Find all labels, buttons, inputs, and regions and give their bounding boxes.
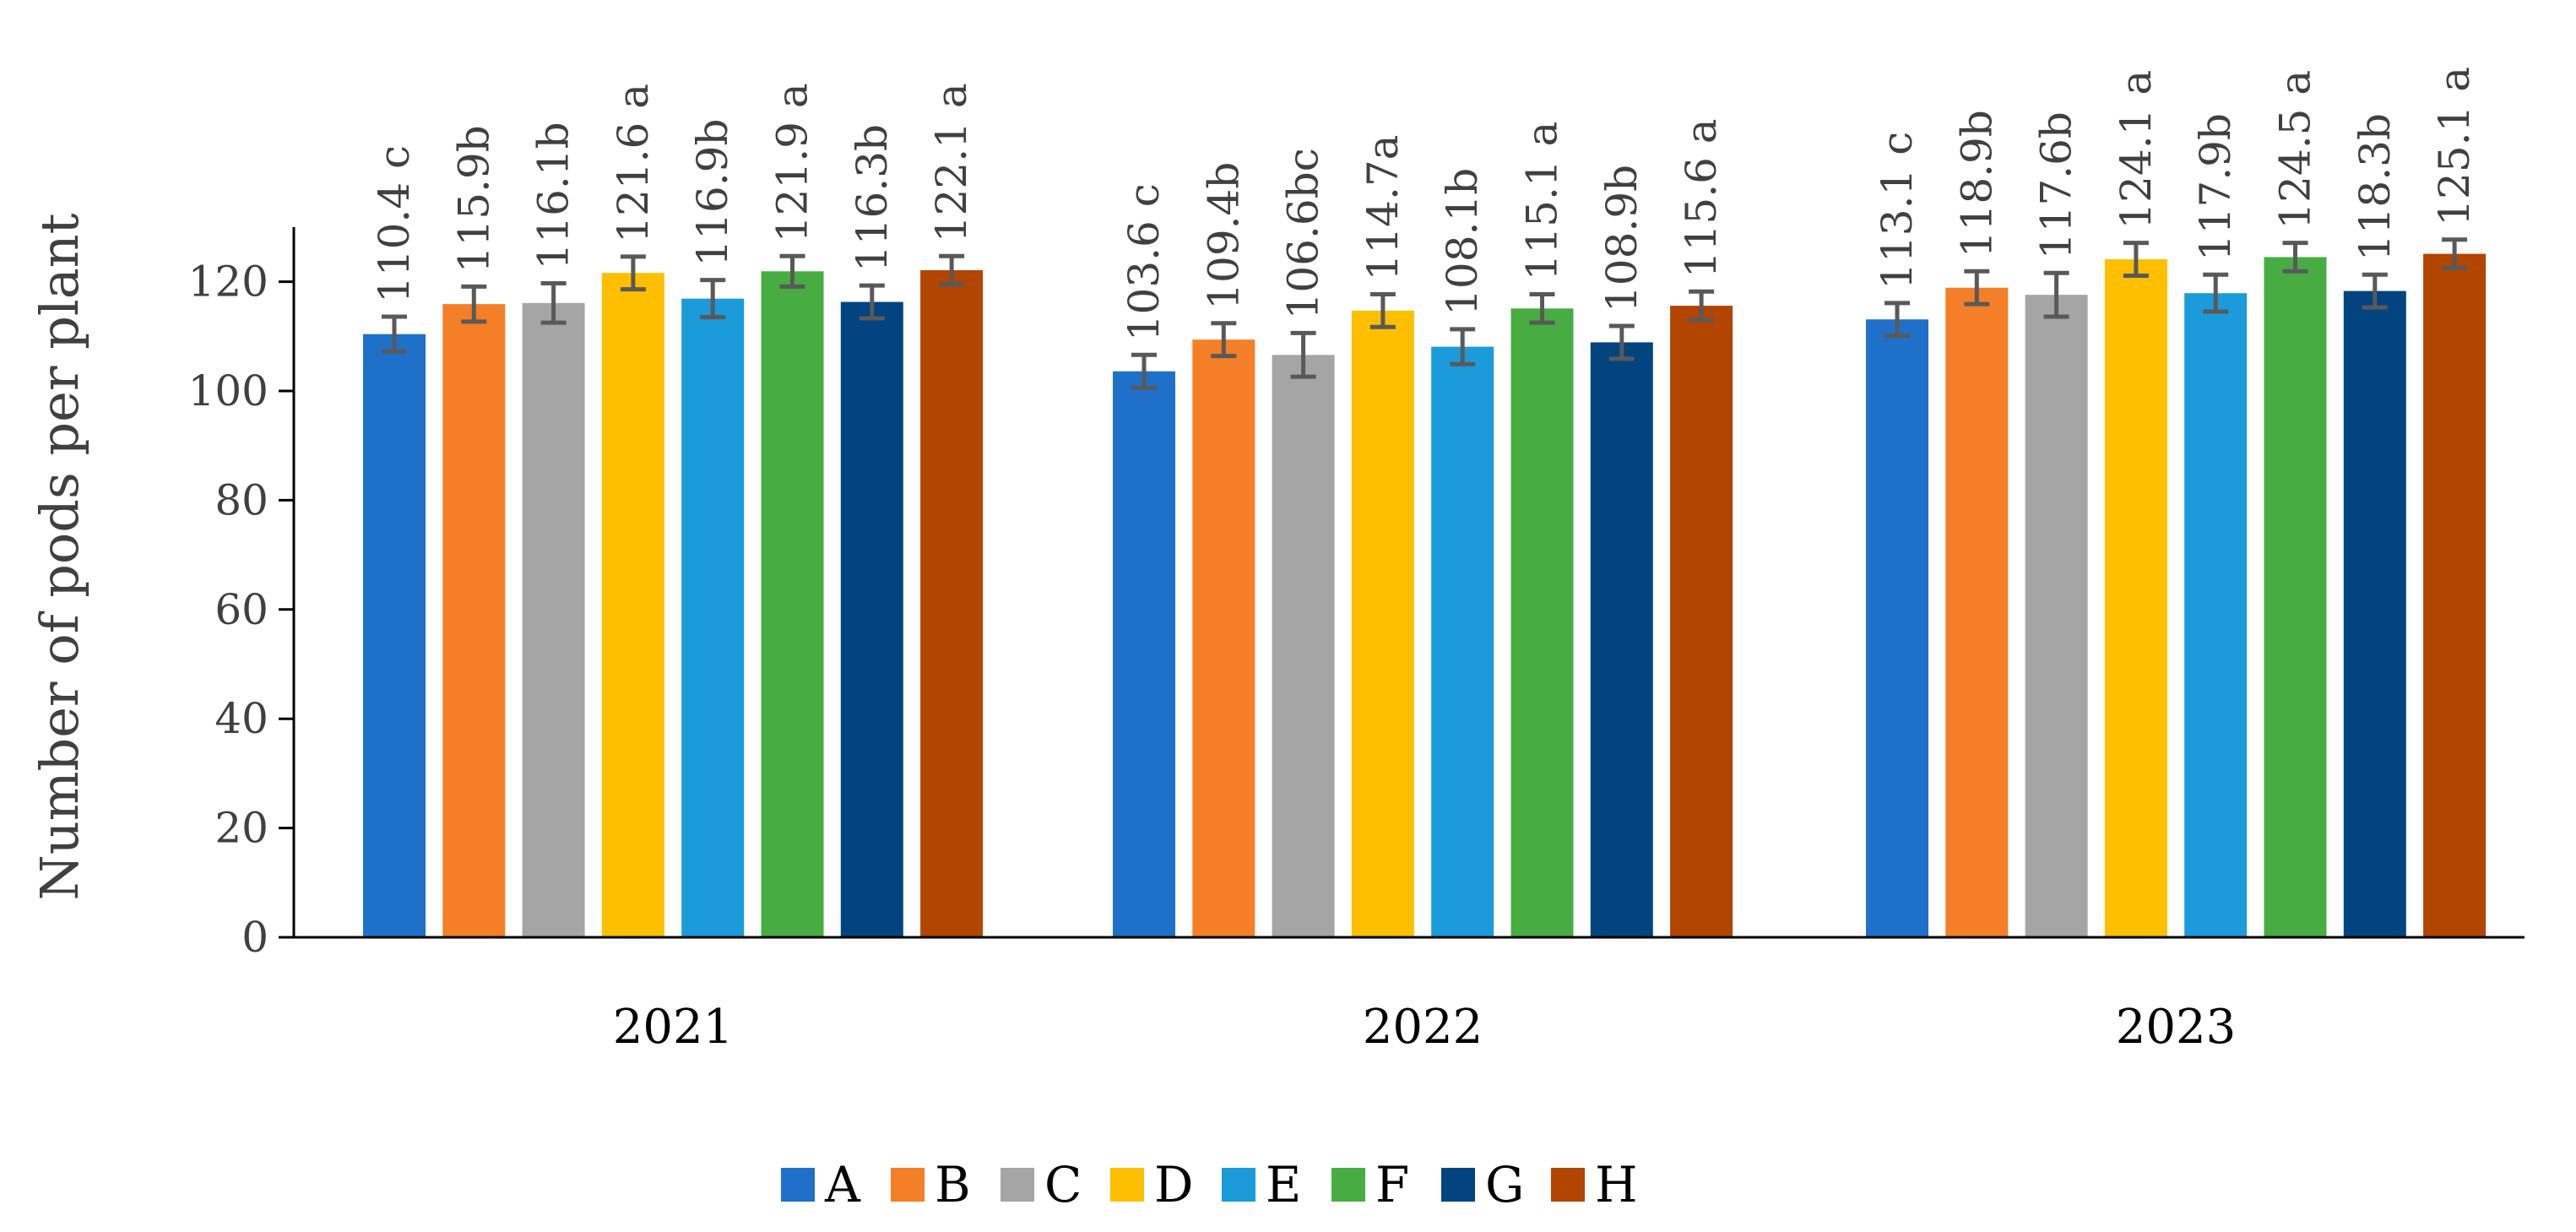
data-label-C-2021: 116.1b — [529, 122, 578, 269]
data-label-B-2021: 115.9b — [449, 125, 498, 273]
bar-G-2021 — [840, 301, 903, 937]
data-label-D-2022: 114.7a — [1359, 135, 1407, 281]
data-label-F-2021: 121.9 a — [768, 83, 817, 242]
legend-label-A: A — [824, 1156, 861, 1213]
y-tick-label: 80 — [214, 475, 268, 524]
data-label-F-2023: 124.5 a — [2271, 70, 2320, 230]
data-label-A-2021: 110.4 c — [370, 145, 419, 303]
bar-A-2021 — [363, 334, 426, 937]
data-label-D-2021: 121.6 a — [609, 84, 658, 243]
bar-F-2021 — [761, 271, 824, 937]
data-label-B-2022: 109.4b — [1199, 162, 1248, 310]
legend-swatch-A — [781, 1168, 815, 1202]
bar-H-2022 — [1670, 306, 1733, 937]
y-tick-label: 0 — [241, 913, 268, 962]
data-label-G-2023: 118.3b — [2351, 113, 2400, 261]
legend-label-B: B — [935, 1156, 971, 1213]
legend-swatch-B — [891, 1168, 925, 1202]
y-tick-label: 100 — [188, 366, 268, 415]
bar-F-2022 — [1510, 308, 1574, 938]
data-label-C-2022: 106.6bc — [1279, 148, 1328, 319]
bar-D-2021 — [601, 273, 664, 937]
bar-A-2022 — [1113, 371, 1175, 937]
bar-C-2022 — [1272, 355, 1335, 938]
data-label-A-2023: 113.1 c — [1873, 132, 1922, 290]
bar-D-2022 — [1351, 310, 1414, 937]
legend-label-C: C — [1044, 1156, 1082, 1213]
y-tick-label: 60 — [214, 585, 268, 634]
legend: A B C D E F G H — [781, 1156, 1638, 1213]
y-tick-label: 20 — [214, 804, 268, 853]
bar-H-2023 — [2423, 253, 2487, 937]
data-label-H-2023: 125.1 a — [2430, 67, 2479, 226]
legend-swatch-C — [1001, 1168, 1034, 1202]
bar-G-2022 — [1590, 342, 1653, 937]
bar-F-2023 — [2264, 257, 2327, 937]
legend-swatch-G — [1441, 1168, 1475, 1202]
data-label-D-2023: 124.1 a — [2112, 70, 2161, 230]
data-label-B-2023: 118.9b — [1952, 110, 2001, 258]
legend-swatch-D — [1110, 1168, 1144, 1202]
legend-swatch-H — [1551, 1168, 1585, 1202]
legend-swatch-E — [1222, 1168, 1255, 1202]
data-label-H-2022: 115.6 a — [1677, 118, 1726, 278]
data-label-C-2023: 117.6b — [2032, 111, 2081, 259]
data-label-G-2022: 108.9b — [1597, 165, 1646, 312]
data-label-H-2021: 122.1 a — [927, 83, 976, 242]
bar-A-2023 — [1866, 319, 1928, 937]
x-category-label-2023: 2023 — [2116, 1000, 2237, 1055]
bar-E-2023 — [2184, 293, 2248, 937]
bars — [363, 253, 2487, 938]
legend-label-D: D — [1154, 1156, 1194, 1213]
x-axis: 2021 2022 2023 — [294, 936, 2524, 1055]
bar-B-2021 — [442, 304, 506, 937]
data-label-E-2022: 108.1b — [1438, 168, 1487, 316]
legend-swatch-F — [1331, 1168, 1365, 1202]
y-axis: 0 20 40 60 80 100 120 Number of pods per plant — [29, 213, 296, 962]
x-category-label-2021: 2021 — [613, 1000, 734, 1055]
legend-label-G: G — [1485, 1156, 1524, 1213]
bar-B-2023 — [1945, 287, 2009, 937]
legend-label-H: H — [1595, 1156, 1638, 1213]
y-axis-title: Number of pods per plant — [29, 213, 90, 900]
bar-E-2022 — [1431, 346, 1494, 937]
bar-E-2021 — [681, 298, 745, 938]
legend-label-E: E — [1266, 1156, 1301, 1213]
data-labels: 110.4 c 115.9b 116.1b 121.6 a 116.9b 121.9 a 1… — [370, 67, 2479, 341]
bar-G-2023 — [2343, 290, 2406, 937]
y-tick-label: 120 — [188, 258, 268, 307]
data-label-F-2022: 115.1 a — [1518, 122, 1567, 281]
bar-D-2023 — [2104, 259, 2167, 937]
bar-H-2021 — [920, 270, 984, 937]
legend-label-F: F — [1375, 1156, 1409, 1213]
y-tick-label: 40 — [214, 694, 268, 743]
error-bars — [382, 237, 2468, 390]
bar-C-2021 — [522, 302, 585, 937]
bar-B-2022 — [1192, 339, 1255, 937]
data-label-G-2021: 116.3b — [848, 124, 897, 272]
data-label-A-2022: 103.6 c — [1120, 183, 1169, 341]
bar-C-2023 — [2025, 295, 2088, 937]
x-category-label-2022: 2022 — [1363, 1000, 1483, 1055]
data-label-E-2021: 116.9b — [688, 119, 737, 267]
data-label-E-2023: 117.9b — [2191, 113, 2240, 261]
